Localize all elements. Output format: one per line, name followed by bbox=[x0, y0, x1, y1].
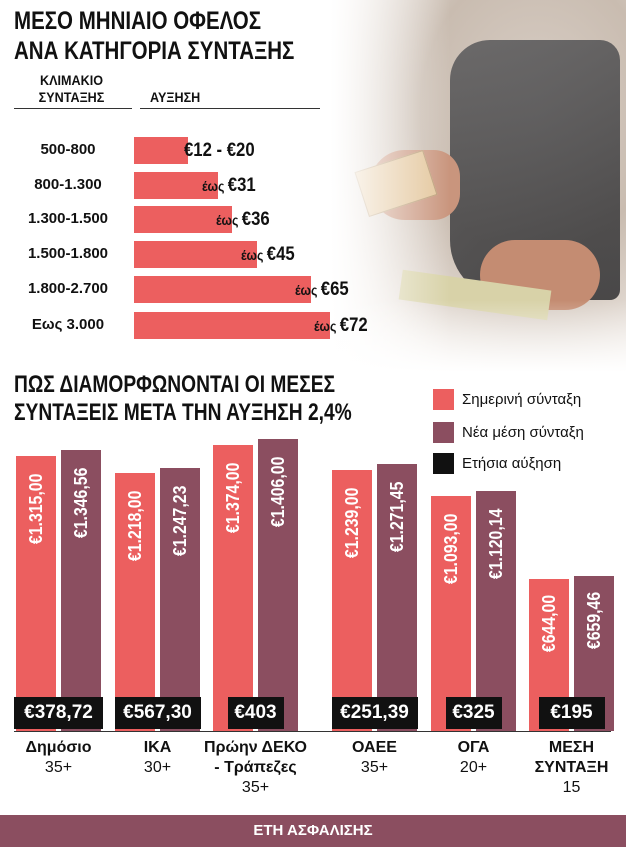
current-pension-label: €1.315,00 bbox=[26, 473, 46, 545]
increase-label: έως €72 bbox=[314, 312, 368, 340]
increase-bar bbox=[134, 206, 232, 233]
increase-bar bbox=[134, 276, 311, 303]
range-label: 1.300-1.500 bbox=[27, 210, 109, 227]
increase-bar bbox=[134, 312, 330, 339]
x-axis-label: ΕΤΗ ΑΣΦΑΛΙΣΗΣ bbox=[0, 815, 626, 847]
category-name-line: ΙΚΑ bbox=[143, 739, 172, 756]
increase-bar bbox=[134, 172, 218, 199]
increase-label-value: €65 bbox=[320, 279, 349, 300]
legend-swatch-current bbox=[433, 389, 454, 410]
current-pension-label: €1.374,00 bbox=[223, 462, 243, 534]
increase-label-prefix: έως bbox=[216, 212, 242, 228]
range-label: 800-1.300 bbox=[34, 176, 102, 193]
range-label: 1.500-1.800 bbox=[27, 245, 109, 262]
new-pension-bar bbox=[258, 439, 298, 731]
current-pension-label: €644,00 bbox=[539, 594, 559, 653]
increase-label-prefix: έως bbox=[241, 247, 267, 263]
category-name-line: - Τράπεζες bbox=[214, 759, 297, 776]
legend-swatch-new bbox=[433, 422, 454, 443]
annual-increase-label: €567,30 bbox=[114, 697, 201, 729]
category-name-line: ΟΑΕΕ bbox=[352, 739, 397, 756]
insurance-years: 30+ bbox=[143, 759, 172, 776]
legend-label-current: Σημερινή σύνταξη bbox=[462, 391, 582, 408]
top-chart-title: ΜΕΣΟ ΜΗΝΙΑΙΟ ΟΦΕΛΟΣ ΑΝΑ ΚΑΤΗΓΟΡΙΑ ΣΥΝΤΑΞ… bbox=[14, 6, 294, 66]
increase-label-prefix: έως bbox=[314, 318, 340, 334]
new-pension-bar bbox=[476, 491, 516, 731]
header-underline bbox=[14, 108, 132, 109]
increase-label: έως €31 bbox=[202, 172, 256, 200]
range-label: 500-800 bbox=[40, 141, 96, 158]
annual-increase-label: €378,72 bbox=[14, 697, 103, 729]
new-pension-label: €659,46 bbox=[584, 591, 604, 650]
increase-bar bbox=[134, 137, 188, 164]
new-pension-label: €1.247,23 bbox=[170, 485, 190, 557]
current-pension-bar bbox=[115, 473, 155, 731]
new-pension-bar bbox=[61, 450, 101, 731]
new-pension-label: €1.406,00 bbox=[268, 456, 288, 528]
increase-label-value: €36 bbox=[241, 209, 270, 230]
category-label: ΙΚΑ 30+ bbox=[98, 738, 218, 778]
new-pension-label: €1.271,45 bbox=[387, 481, 407, 553]
new-pension-bar bbox=[160, 468, 200, 731]
category-name-line: ΣΥΝΤΑΞΗ bbox=[534, 759, 609, 776]
insurance-years: 15 bbox=[562, 779, 581, 796]
increase-label: έως €65 bbox=[295, 276, 349, 304]
legend-label-increase: Ετήσια αύξηση bbox=[462, 455, 562, 472]
bottom-chart-title-line: ΠΩΣ ΔΙΑΜΟΡΦΩΝΟΝΤΑΙ ΟΙ ΜΕΣΕΣ bbox=[14, 371, 336, 398]
increase-label-prefix: έως bbox=[295, 282, 321, 298]
current-pension-bar bbox=[213, 445, 253, 731]
increase-label-value: €72 bbox=[339, 315, 368, 336]
annual-increase-label: €251,39 bbox=[331, 697, 418, 729]
category-name-line: Δημόσιο bbox=[25, 739, 92, 756]
chart-baseline bbox=[14, 731, 611, 732]
increase-label: έως €45 bbox=[241, 241, 295, 269]
category-label: Δημόσιο 35+ bbox=[0, 738, 119, 778]
new-pension-label: €1.120,14 bbox=[486, 508, 506, 580]
increase-label: έως €36 bbox=[216, 206, 270, 234]
category-label: ΟΓΑ 20+ bbox=[414, 738, 534, 778]
increase-label-value: €31 bbox=[227, 175, 256, 196]
increase-label-value: €45 bbox=[266, 244, 295, 265]
header-underline bbox=[140, 108, 320, 109]
current-pension-bar bbox=[16, 456, 56, 731]
top-chart-title-line: ΑΝΑ ΚΑΤΗΓΟΡΙΑ ΣΥΝΤΑΞΗΣ bbox=[14, 37, 295, 65]
insurance-years: 35+ bbox=[44, 759, 73, 776]
value-column-header: ΑΥΞΗΣΗ bbox=[150, 89, 201, 105]
annual-increase-label: €403 bbox=[227, 697, 284, 729]
current-pension-bar bbox=[431, 496, 471, 731]
current-pension-bar bbox=[332, 470, 372, 731]
range-label: Εως 3.000 bbox=[31, 316, 105, 333]
range-label: 1.800-2.700 bbox=[27, 280, 109, 297]
increase-label-value: €12 - €20 bbox=[184, 140, 255, 161]
legend-swatch-increase bbox=[433, 453, 454, 474]
insurance-years: 35+ bbox=[241, 779, 270, 796]
increase-label-prefix: έως bbox=[202, 178, 228, 194]
category-label: ΟΑΕΕ 35+ bbox=[315, 738, 435, 778]
insurance-years: 35+ bbox=[360, 759, 389, 776]
bottom-chart-title-line: ΣΥΝΤΑΞΕΙΣ ΜΕΤΑ ΤΗΝ ΑΥΞΗΣΗ 2,4% bbox=[14, 399, 352, 426]
increase-bar bbox=[134, 241, 257, 268]
photo-fade bbox=[330, 300, 626, 372]
current-pension-label: €1.239,00 bbox=[342, 487, 362, 559]
top-chart-title-line: ΜΕΣΟ ΜΗΝΙΑΙΟ ΟΦΕΛΟΣ bbox=[14, 7, 262, 35]
category-name-line: ΜΕΣΗ bbox=[548, 739, 595, 756]
category-name-line: Πρώην ΔΕΚΟ bbox=[204, 739, 307, 756]
new-pension-label: €1.346,56 bbox=[71, 467, 91, 539]
current-pension-label: €1.093,00 bbox=[441, 513, 461, 585]
bottom-chart-title: ΠΩΣ ΔΙΑΜΟΡΦΩΝΟΝΤΑΙ ΟΙ ΜΕΣΕΣ ΣΥΝΤΑΞΕΙΣ ΜΕ… bbox=[14, 371, 352, 427]
category-column-header: ΚΛΙΜΑΚΙΟ ΣΥΝΤΑΞΗΣ bbox=[22, 72, 121, 106]
increase-label: €12 - €20 bbox=[184, 137, 255, 164]
category-label: Πρώην ΔΕΚΟ - Τράπεζες 35+ bbox=[196, 738, 316, 798]
annual-increase-label: €325 bbox=[445, 697, 502, 729]
current-pension-label: €1.218,00 bbox=[125, 490, 145, 562]
category-header-line: ΚΛΙΜΑΚΙΟ bbox=[40, 72, 103, 88]
category-label: ΜΕΣΗ ΣΥΝΤΑΞΗ 15 bbox=[512, 738, 626, 798]
new-pension-bar bbox=[377, 464, 417, 731]
category-name-line: ΟΓΑ bbox=[457, 739, 490, 756]
legend-label-new: Νέα μέση σύνταξη bbox=[462, 424, 584, 441]
insurance-years: 20+ bbox=[459, 759, 488, 776]
category-header-line: ΣΥΝΤΑΞΗΣ bbox=[38, 89, 105, 105]
annual-increase-label: €195 bbox=[538, 697, 605, 729]
